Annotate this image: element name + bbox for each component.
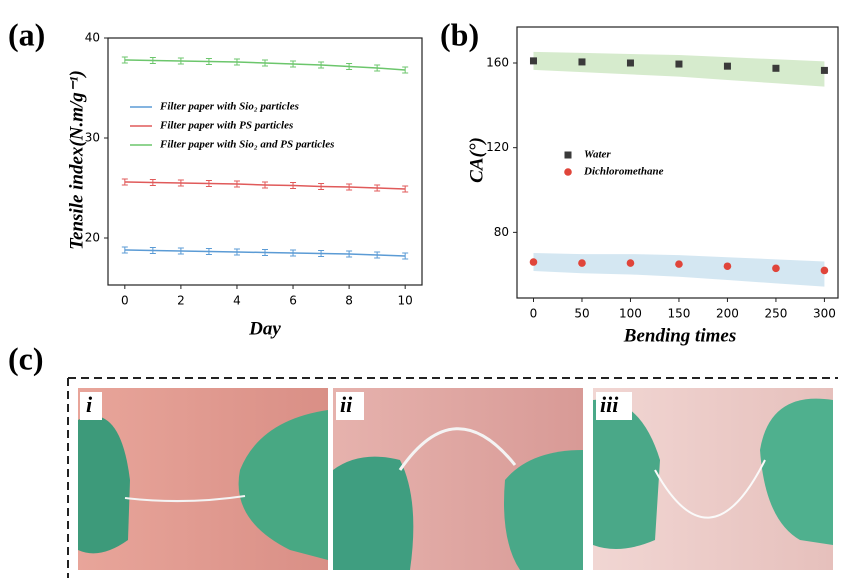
photo-panel: i ii iii xyxy=(68,378,838,578)
marker xyxy=(724,63,731,70)
panel-label: (c) xyxy=(8,340,44,376)
marker xyxy=(821,67,828,74)
marker xyxy=(821,267,829,275)
photo-label: i xyxy=(86,392,93,417)
legend-label: Dichloromethane xyxy=(583,166,664,178)
photo-label: iii xyxy=(600,392,619,417)
marker xyxy=(675,61,682,68)
x-tick-label: 8 xyxy=(345,294,353,308)
y-axis-label: Tensile index(N.m/g⁻¹) xyxy=(66,70,87,250)
legend-swatch xyxy=(565,152,572,159)
marker xyxy=(530,258,538,266)
y-tick-label: 40 xyxy=(85,31,100,45)
marker xyxy=(772,65,779,72)
panel-label: (b) xyxy=(440,16,479,52)
x-tick-label: 200 xyxy=(716,307,739,321)
y-axis-label: CA(°) xyxy=(466,137,487,183)
y-tick-label: 160 xyxy=(486,55,509,69)
marker xyxy=(627,59,634,66)
x-tick-label: 50 xyxy=(574,307,589,321)
marker xyxy=(675,260,683,268)
marker xyxy=(627,259,635,267)
x-tick-label: 2 xyxy=(177,294,185,308)
photo-label: ii xyxy=(340,392,353,417)
y-tick-label: 120 xyxy=(486,140,509,154)
x-tick-label: 4 xyxy=(233,294,241,308)
shaded-band xyxy=(533,52,824,87)
x-tick-label: 0 xyxy=(121,294,129,308)
legend-swatch xyxy=(564,168,572,176)
legend-label: Filter paper with Sio₂ and PS particles xyxy=(159,139,334,151)
legend-label: Filter paper with PS particles xyxy=(159,120,293,132)
x-tick-label: 150 xyxy=(668,307,691,321)
x-tick-label: 0 xyxy=(530,307,538,321)
panel-label: (a) xyxy=(8,16,45,52)
x-tick-label: 10 xyxy=(398,294,413,308)
marker xyxy=(772,265,780,273)
y-tick-label: 80 xyxy=(494,225,509,239)
figure: (a) (b) (c) i ii iii 0246810203040DayTen… xyxy=(0,0,841,578)
marker xyxy=(578,259,586,267)
marker xyxy=(724,262,732,270)
marker xyxy=(578,58,585,65)
x-axis-label: Bending times xyxy=(623,325,736,346)
x-tick-label: 100 xyxy=(619,307,642,321)
x-tick-label: 300 xyxy=(813,307,836,321)
legend-label: Water xyxy=(584,149,611,161)
shaded-band xyxy=(533,253,824,287)
glove xyxy=(333,457,413,570)
marker xyxy=(530,57,537,64)
x-tick-label: 6 xyxy=(289,294,297,308)
legend-label: Filter paper with Sio₂ particles xyxy=(159,101,299,113)
x-axis-label: Day xyxy=(248,318,281,339)
x-tick-label: 250 xyxy=(764,307,787,321)
